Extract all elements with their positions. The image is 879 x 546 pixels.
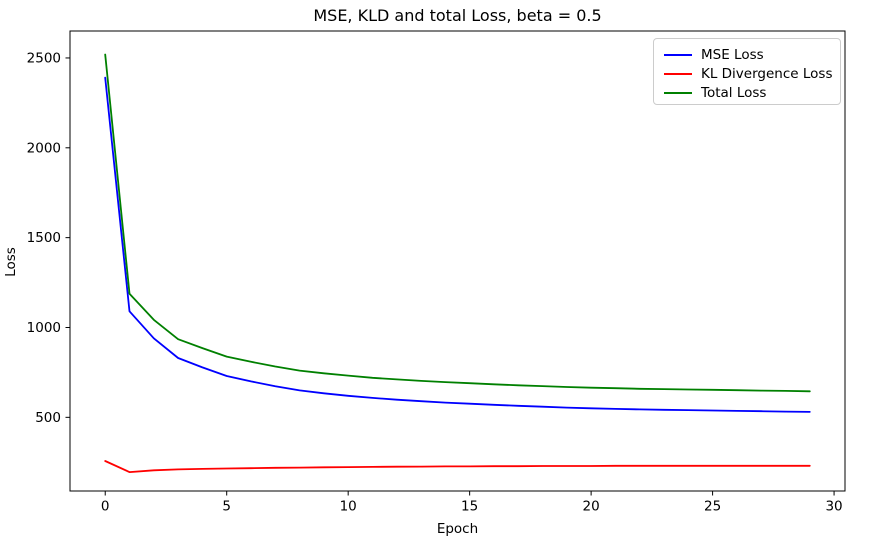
y-tick-label: 500 [35, 410, 61, 426]
y-tick-label: 1000 [27, 320, 61, 336]
series-line-0 [104, 76, 811, 413]
x-tick-label: 5 [222, 499, 231, 515]
y-tick-label: 1500 [27, 230, 61, 246]
legend-entry-1: KL Divergence Loss [664, 64, 840, 83]
chart-title: MSE, KLD and total Loss, beta = 0.5 [313, 6, 602, 25]
legend-line-icon [664, 72, 692, 75]
x-tick-label: 30 [825, 499, 842, 515]
x-tick-label: 15 [461, 499, 478, 515]
legend-label: KL Divergence Loss [701, 65, 833, 82]
x-tick-label: 10 [340, 499, 357, 515]
x-axis-label: Epoch [436, 521, 479, 537]
x-tick-label: 0 [101, 499, 110, 515]
y-tick-label: 2000 [27, 140, 61, 156]
x-tick-label: 25 [704, 499, 721, 515]
legend-entry-0: MSE Loss [664, 45, 840, 64]
legend: MSE Loss KL Divergence Loss Total Loss [653, 38, 841, 105]
legend-entry-2: Total Loss [664, 83, 840, 102]
series-line-2 [104, 53, 811, 393]
legend-line-icon [664, 53, 692, 56]
x-tick-label: 20 [583, 499, 600, 515]
legend-label: Total Loss [701, 84, 767, 101]
legend-label: MSE Loss [701, 46, 764, 63]
plot-border [69, 30, 846, 492]
series-line-1 [104, 460, 811, 474]
y-tick-label: 2500 [27, 50, 61, 66]
legend-line-icon [664, 91, 692, 94]
